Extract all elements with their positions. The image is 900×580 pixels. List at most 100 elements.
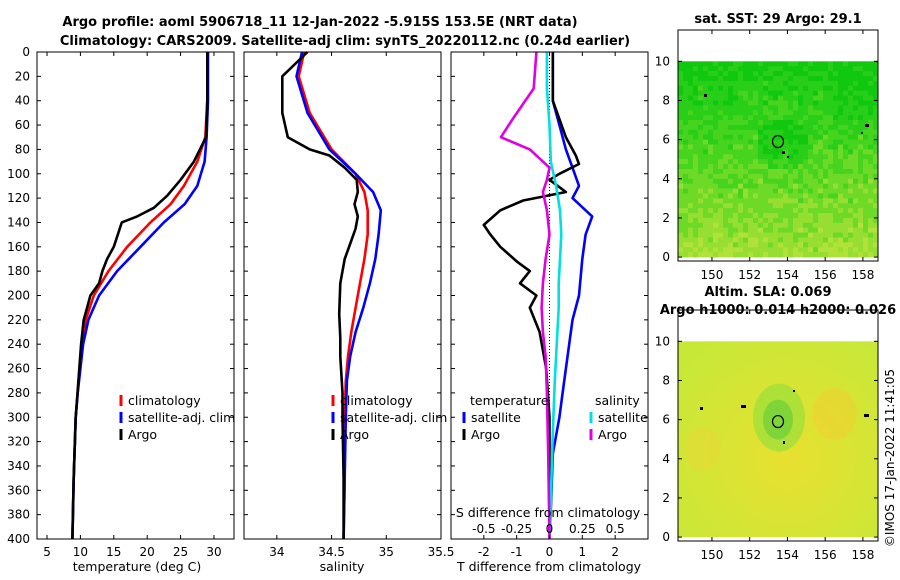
sst-cell (863, 80, 869, 87)
sst-cell (748, 85, 754, 92)
sst-cell (858, 115, 864, 121)
sst-cell (808, 95, 814, 101)
sst-cell (838, 71, 844, 77)
salinity-legend: climatology satellite-adj. clim Argo (331, 393, 447, 442)
sst-cell (778, 85, 784, 92)
sst-cell (873, 105, 879, 111)
sst-cell (748, 110, 754, 116)
sst-cell (798, 183, 804, 189)
sst-cell (768, 193, 774, 199)
sst-cell (748, 164, 754, 170)
sst-cell (788, 90, 794, 96)
sst-cell (768, 213, 774, 219)
sst-cell (763, 232, 769, 238)
sst-cell (753, 154, 759, 160)
sst-cell (838, 85, 844, 92)
sst-cell (843, 208, 849, 214)
sst-cell (773, 76, 779, 82)
sst-cell (798, 80, 804, 87)
sst-cell (728, 66, 734, 72)
sst-cell (738, 90, 744, 96)
sst-cell (853, 154, 859, 160)
sst-cell (858, 61, 864, 67)
sst-cell (863, 198, 869, 204)
sst-cell (763, 252, 769, 258)
sst-cell (773, 159, 779, 165)
sst-cell (833, 149, 839, 155)
map-x-tick-label: 156 (814, 268, 837, 282)
sst-cell (798, 129, 804, 136)
sst-cell (838, 90, 844, 96)
sst-cell (848, 164, 854, 170)
sst-cell (763, 61, 769, 67)
sst-cell (813, 85, 819, 92)
sst-cell (753, 164, 759, 170)
sst-cell (758, 61, 764, 67)
map-x-tick-label: 156 (814, 548, 837, 562)
sst-cell (768, 198, 774, 204)
sst-cell (798, 242, 804, 248)
sst-cell (808, 193, 814, 199)
sst-cell (698, 183, 704, 189)
sst-cell (838, 208, 844, 214)
sst-cell (808, 164, 814, 170)
sst-cell (703, 237, 709, 243)
salinity-series-group (280, 51, 383, 540)
sst-cell (808, 115, 814, 121)
sst-cell (803, 183, 809, 189)
sst-cell (743, 66, 749, 72)
sst-cell (678, 222, 684, 229)
sst-cell (828, 71, 834, 77)
sst-cell (843, 232, 849, 238)
sst-cell (783, 85, 789, 92)
sst-cell (683, 120, 689, 126)
sst-cell (833, 144, 839, 150)
sst-cell (818, 129, 824, 136)
sst-cell (768, 159, 774, 165)
sst-cell (793, 213, 799, 219)
sst-cell (833, 188, 839, 194)
sst-cell (683, 203, 689, 209)
sst-cell (763, 203, 769, 209)
s-difference-label: S difference from climatology (456, 505, 641, 520)
sst-cell (798, 71, 804, 77)
sst-cell (738, 252, 744, 258)
sst-cell (773, 247, 779, 253)
sst-cell (828, 115, 834, 121)
sst-cell (688, 134, 694, 141)
sst-cell (853, 203, 859, 209)
sst-cell (758, 168, 764, 175)
sst-cell (773, 242, 779, 248)
sst-cell (748, 227, 754, 234)
sst-cell (778, 237, 784, 243)
sst-cell (678, 71, 684, 77)
series-line-argo (280, 51, 360, 539)
sst-cell (843, 100, 849, 106)
sst-cell (713, 61, 719, 67)
sst-cell (798, 193, 804, 199)
sst-cell (688, 115, 694, 121)
legend-label-satellite: satellite-adj. clim (128, 410, 235, 425)
sst-cell (858, 227, 864, 234)
sst-cell (788, 252, 794, 258)
sst-cell (773, 222, 779, 229)
sst-cell (723, 178, 729, 185)
sst-cell (733, 154, 739, 160)
sst-cell (763, 154, 769, 160)
sst-cell (688, 247, 694, 253)
sst-cell (848, 154, 854, 160)
sst-cell (853, 61, 859, 67)
sst-cell (703, 252, 709, 258)
sst-cell (693, 124, 699, 131)
land-speck (793, 390, 795, 392)
sst-cell (698, 105, 704, 111)
sst-cell (748, 115, 754, 121)
sst-cell (768, 144, 774, 150)
sst-cell (818, 168, 824, 175)
sst-cell (738, 173, 744, 180)
sst-cell (698, 178, 704, 185)
sst-cell (868, 154, 874, 160)
sst-cell (873, 183, 879, 189)
salinity-xlabel: salinity (320, 559, 365, 574)
sst-cell (823, 90, 829, 96)
